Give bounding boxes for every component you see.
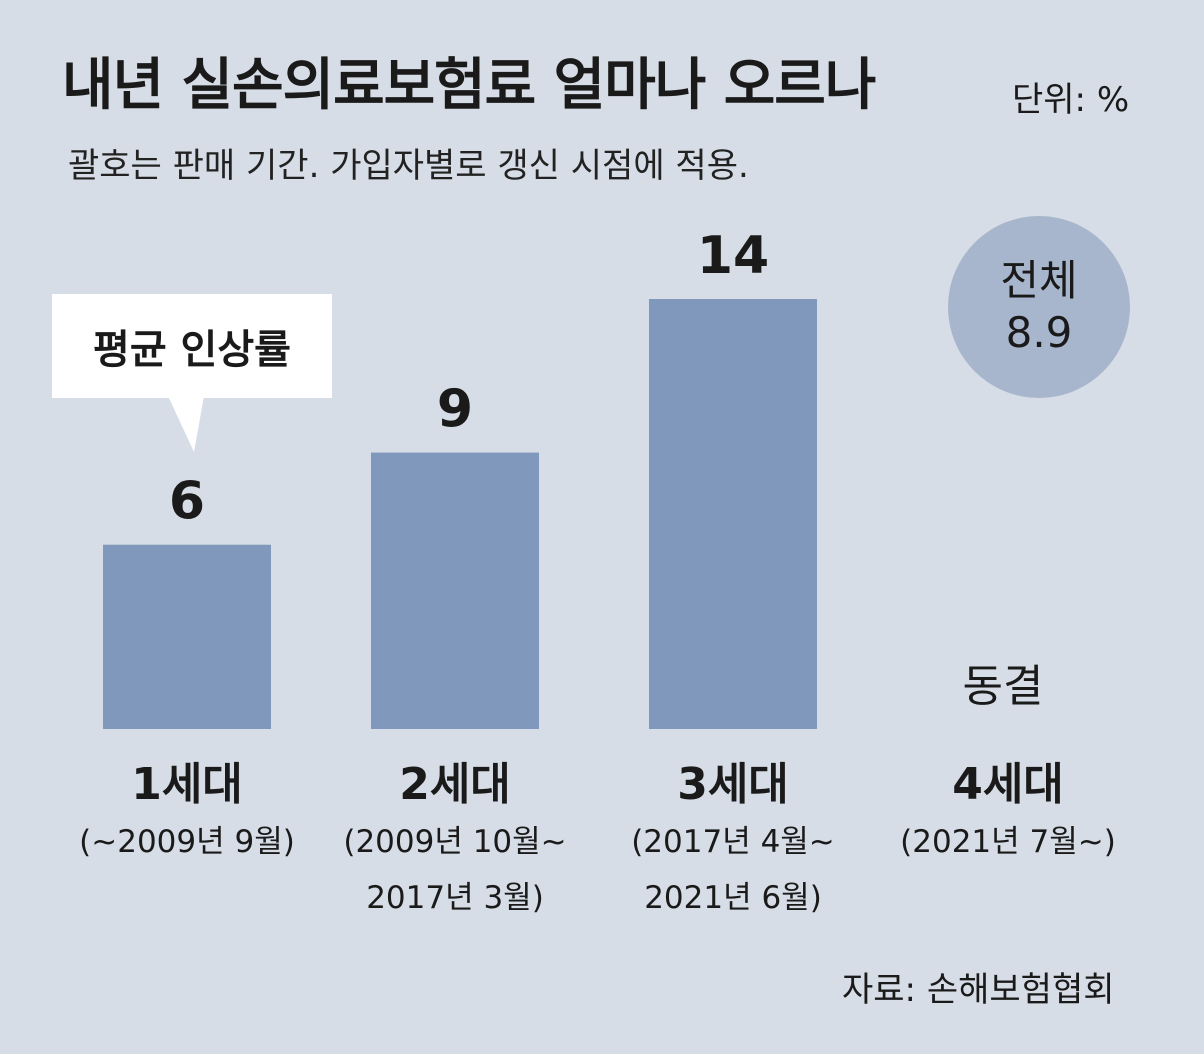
source-note: 자료: 손해보험협회 [842,970,1115,1010]
total-value: 8.9 [1005,308,1073,357]
total-badge: 전체 8.9 [948,216,1130,398]
chart-title: 내년 실손의료보험료 얼마나 오르나 [62,53,876,118]
value-label-4: 동결 [962,661,1044,712]
value-label-2: 9 [437,380,473,440]
bar-1 [103,544,271,729]
category-label-3: 3세대 [677,759,789,810]
average-increase-callout: 평균 인상률 [52,294,332,398]
unit-label: 단위: % [1012,80,1130,120]
value-label-3: 14 [697,226,769,286]
period-2-end: 2017년 3월) [366,880,544,916]
chart-subtitle: 괄호는 판매 기간. 가입자별로 갱신 시점에 적용. [68,146,749,186]
bar-3 [649,299,817,729]
callout-tail [168,396,204,452]
bar-2 [371,452,539,729]
period-1: (~2009년 9월) [79,824,295,860]
category-label-4: 4세대 [952,759,1064,810]
total-label: 전체 [1000,256,1078,305]
period-2-start: (2009년 10월~ [343,824,567,860]
value-label-1: 6 [169,472,205,532]
category-label-2: 2세대 [399,759,511,810]
period-4: (2021년 7월~) [900,824,1116,860]
period-3-start: (2017년 4월~ [631,824,835,860]
category-label-1: 1세대 [131,759,243,810]
period-3-end: 2021년 6월) [644,880,822,916]
